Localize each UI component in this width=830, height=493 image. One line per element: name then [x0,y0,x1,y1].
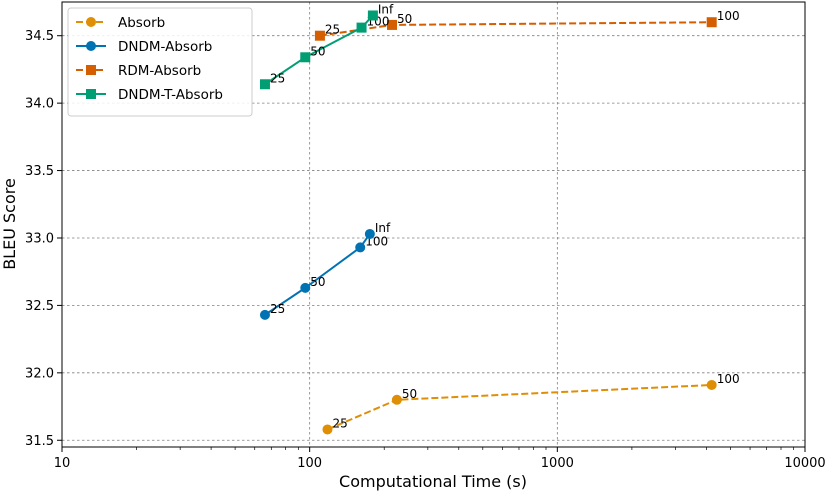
legend-item: DNDM-Absorb [76,39,212,55]
data-point-label: 50 [310,275,325,289]
legend-marker [86,17,96,27]
axis-ticks: 10 100 1000 10000 31.5 32.0 32.5 33.0 33.5 34.0 34… [25,29,826,471]
y-tick-label: 31.5 [25,434,54,449]
data-point [367,10,378,21]
data-point [364,228,375,239]
data-point-label: 25 [270,302,285,316]
data-point-label: 100 [717,372,740,386]
legend-label: RDM-Absorb [118,63,201,79]
legend-label: DNDM-T-Absorb [118,87,223,103]
x-tick-label: 10 [54,456,71,471]
series-absorb: 25 50 100 [322,372,740,435]
data-point-label: 50 [397,12,412,26]
legend-label: DNDM-Absorb [118,39,212,55]
data-point-label: 100 [717,9,740,23]
data-point [259,79,270,90]
data-point [356,22,367,33]
x-tick-label: 10000 [784,456,825,471]
y-tick-label: 33.5 [25,164,54,179]
legend-marker [86,89,96,99]
legend-label: Absorb [118,15,165,31]
x-tick-label: 1000 [541,456,574,471]
data-point-label: Inf [378,2,394,16]
data-point [259,309,270,320]
data-point-label: 25 [325,23,340,37]
data-point [391,394,402,405]
data-point [387,19,398,30]
y-tick-label: 32.0 [25,366,54,381]
data-point [706,379,717,390]
series-line [263,232,371,316]
legend-item: DNDM-T-Absorb [76,87,223,103]
data-point [300,282,311,293]
legend: Absorb DNDM-Absorb RDM-Absorb DNDM-T-Absorb [67,7,253,117]
data-point [300,52,311,63]
data-point-label: Inf [375,221,391,235]
legend-item: RDM-Absorb [76,63,201,79]
plot-frame [61,1,806,448]
data-point [314,30,325,41]
legend-marker [86,65,96,75]
series-line [263,14,374,86]
legend-box [67,7,253,117]
data-point [322,424,333,435]
series-rdm-absorb: 25 50 100 [314,9,740,41]
legend-item: Absorb [76,15,165,31]
data-point-label: 50 [402,387,417,401]
y-tick-label: 34.5 [25,29,54,44]
y-tick-label: 34.0 [25,97,54,112]
data-point-label: 50 [310,44,325,58]
x-tick-label: 100 [297,456,322,471]
y-tick-label: 33.0 [25,231,54,246]
data-point-label: 25 [270,71,285,85]
grid-lines [62,2,805,447]
y-axis-label: BLEU Score [0,178,19,270]
data-point-label: 25 [332,416,347,430]
data-point [355,242,366,253]
data-point [706,17,717,28]
y-tick-label: 32.5 [25,299,54,314]
x-axis-label: Computational Time (s) [339,472,527,491]
legend-marker [86,41,96,51]
